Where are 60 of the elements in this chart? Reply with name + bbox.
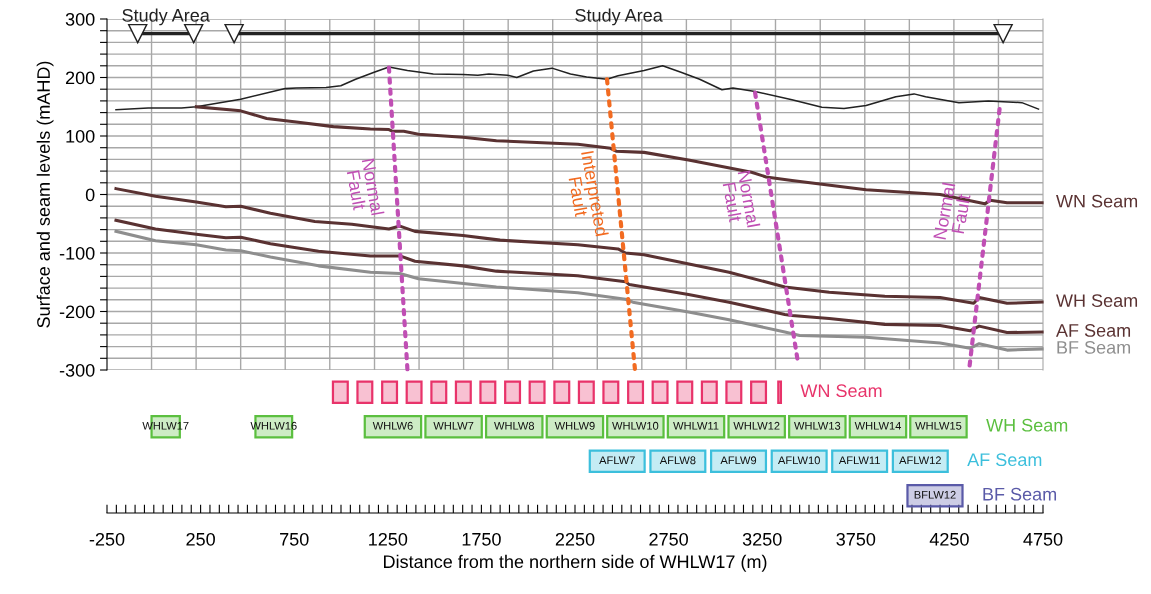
data-label: AFLW9 bbox=[720, 456, 757, 465]
series-label: AF Seam bbox=[1055, 324, 1131, 337]
y-axis-title: Surface and seam levels (mAHD) bbox=[36, 61, 54, 328]
category-label: BF Seam bbox=[983, 487, 1057, 501]
annotation: Normal Fault bbox=[722, 170, 761, 228]
bar bbox=[777, 380, 783, 405]
y-tick-label: 200 bbox=[65, 71, 95, 85]
x-tick-label: 4750 bbox=[1023, 532, 1063, 546]
data-label: WHLW13 bbox=[794, 421, 841, 430]
annotation: Normal Fault bbox=[346, 158, 385, 216]
data-label: WHLW14 bbox=[854, 421, 902, 430]
bar bbox=[676, 380, 694, 405]
series-label: WN Seam bbox=[1056, 194, 1138, 208]
series-label: Study Area bbox=[575, 8, 663, 26]
y-tick-label: -300 bbox=[59, 363, 95, 377]
bar bbox=[627, 380, 645, 405]
x-tick-label: 2750 bbox=[649, 532, 688, 546]
y-tick-label: 300 bbox=[65, 12, 95, 26]
data-label: AFLW11 bbox=[838, 456, 880, 465]
y-tick-label: 0 bbox=[85, 188, 95, 202]
category-label: WN Seam bbox=[800, 384, 882, 398]
series-label: WH Seam bbox=[1056, 294, 1138, 307]
data-label: WHLW10 bbox=[612, 421, 659, 430]
category-label: WH Seam bbox=[986, 418, 1068, 432]
x-tick-label: 3250 bbox=[742, 532, 782, 546]
x-tick-label: 750 bbox=[280, 532, 309, 546]
data-label: WHLW8 bbox=[494, 421, 535, 430]
x-tick-label: -250 bbox=[89, 532, 125, 546]
category-label: AF Seam bbox=[967, 453, 1042, 467]
bar bbox=[750, 380, 768, 405]
bar bbox=[725, 380, 743, 405]
bar bbox=[906, 483, 964, 508]
x-axis-title: Distance from the northern side of WHLW17 (m) bbox=[384, 554, 767, 572]
bar bbox=[700, 380, 718, 405]
x-tick-label: 1250 bbox=[369, 532, 408, 546]
y-tick-label: -200 bbox=[59, 305, 95, 319]
x-tick-label: 2250 bbox=[555, 532, 595, 546]
annotation: Normal Fault bbox=[932, 182, 971, 240]
data-label: AFLW12 bbox=[899, 456, 941, 465]
series-label: BF Seam bbox=[1057, 341, 1131, 354]
data-label: WHLW6 bbox=[372, 421, 413, 430]
series-label: Study Area bbox=[122, 8, 210, 26]
data-label: WHLW15 bbox=[915, 421, 962, 430]
bar bbox=[651, 380, 669, 405]
x-tick-label: 1750 bbox=[462, 532, 501, 546]
data-label: WHLW11 bbox=[673, 421, 719, 430]
annotation: Interpreted Fault bbox=[568, 150, 609, 237]
data-label: WHLW12 bbox=[733, 421, 780, 430]
data-label: WHLW9 bbox=[554, 421, 595, 430]
y-tick-label: 100 bbox=[66, 129, 95, 143]
line-series bbox=[115, 65, 1040, 111]
data-label: AFLW10 bbox=[777, 456, 820, 465]
data-label: AFLW8 bbox=[659, 456, 696, 465]
data-label: AFLW7 bbox=[599, 456, 635, 465]
x-tick-label: 4250 bbox=[929, 532, 969, 546]
data-label: BFLW12 bbox=[914, 490, 956, 499]
x-tick-label: 250 bbox=[186, 532, 215, 546]
data-label: WHLW7 bbox=[433, 421, 474, 430]
y-tick-label: -100 bbox=[59, 246, 95, 260]
x-tick-label: 3750 bbox=[836, 532, 876, 546]
